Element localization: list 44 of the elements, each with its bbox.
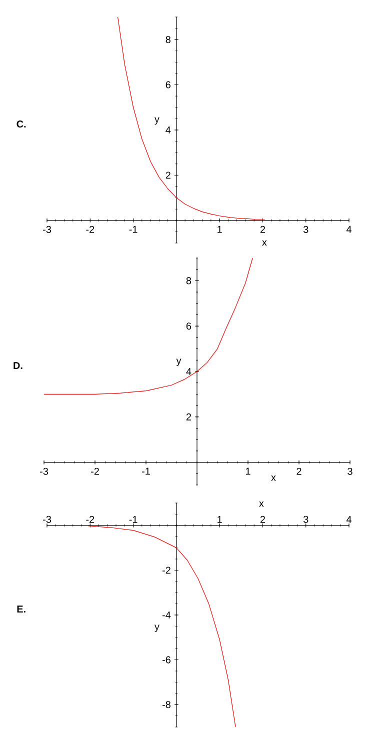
x-tick-label: 3 bbox=[348, 468, 352, 475]
y-tick-label: 2 bbox=[186, 413, 191, 420]
x-tick-label: 4 bbox=[346, 226, 352, 233]
x-axis-title: x bbox=[259, 501, 264, 507]
x-tick-label: -1 bbox=[129, 516, 138, 523]
y-tick-label: -6 bbox=[162, 656, 170, 664]
y-tick-label: 6 bbox=[186, 322, 192, 330]
x-tick-label: 1 bbox=[218, 516, 222, 523]
text: C. bbox=[16, 120, 26, 128]
y-axis-title: y bbox=[154, 117, 160, 125]
text: D. bbox=[14, 362, 22, 369]
y-tick-label: 8 bbox=[166, 36, 170, 44]
x-tick-label: -1 bbox=[129, 226, 138, 233]
text: E. bbox=[17, 606, 26, 612]
y-tick-label: 2 bbox=[166, 172, 170, 179]
y-axis-title: y bbox=[154, 624, 160, 632]
line-series bbox=[88, 526, 236, 728]
x-tick-label: 1 bbox=[246, 468, 250, 475]
line-series bbox=[44, 258, 253, 394]
y-tick-label: 6 bbox=[166, 81, 170, 88]
y-tick-label: 8 bbox=[186, 277, 192, 284]
y-tick-label: 4 bbox=[166, 126, 171, 134]
y-tick-label: -2 bbox=[162, 566, 170, 574]
y-tick-label: 4 bbox=[186, 368, 192, 375]
y-tick-label: -4 bbox=[162, 612, 171, 618]
x-tick-label: -2 bbox=[86, 516, 94, 523]
x-axis-title: x bbox=[262, 240, 267, 246]
x-tick-label: 1 bbox=[218, 226, 222, 233]
x-tick-label: -1 bbox=[142, 468, 150, 475]
x-tick-label: 4 bbox=[346, 516, 352, 523]
x-tick-label: -2 bbox=[91, 468, 99, 475]
line-series bbox=[117, 16, 266, 220]
x-tick-label: -2 bbox=[86, 226, 94, 233]
x-tick-label: 3 bbox=[303, 516, 308, 523]
x-axis-title: x bbox=[271, 476, 276, 481]
x-tick-label: 2 bbox=[260, 226, 265, 233]
y-axis-title: y bbox=[176, 358, 182, 366]
x-tick-label: -3 bbox=[40, 468, 48, 475]
x-tick-label: -3 bbox=[43, 516, 51, 523]
y-tick-label: -8 bbox=[162, 701, 170, 708]
x-tick-label: -3 bbox=[43, 226, 51, 233]
x-tick-label: 3 bbox=[303, 226, 308, 233]
x-tick-label: 2 bbox=[296, 468, 302, 475]
x-tick-label: 2 bbox=[260, 516, 265, 523]
